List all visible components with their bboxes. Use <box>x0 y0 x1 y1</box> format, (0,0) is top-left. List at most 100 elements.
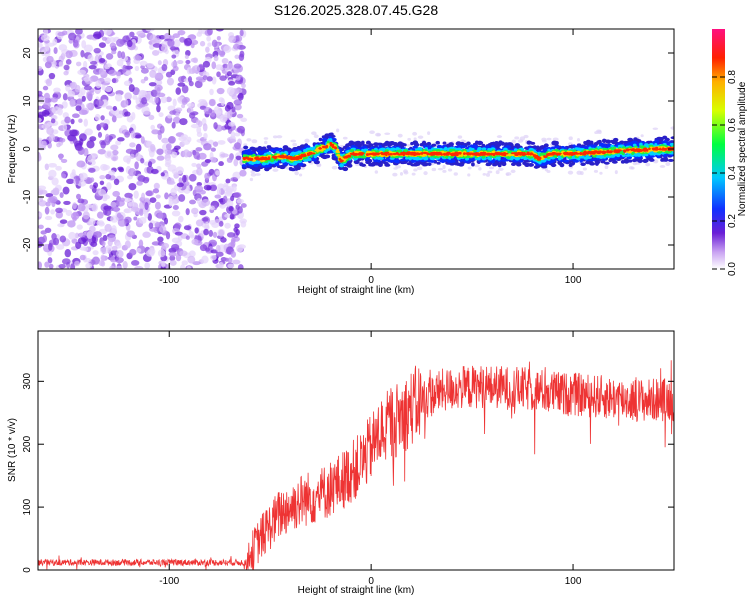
noise-blob <box>122 155 132 163</box>
noise-blob <box>234 142 241 150</box>
noise-blob <box>193 151 200 160</box>
signal-mark <box>436 161 441 165</box>
noise-blob <box>86 140 95 149</box>
noise-blob <box>166 180 176 185</box>
noise-blob <box>115 257 124 264</box>
signal-mark <box>572 144 576 148</box>
noise-blob <box>105 173 112 180</box>
noise-blob <box>116 59 124 67</box>
noise-blob <box>74 84 81 93</box>
noise-blob <box>44 206 50 215</box>
signal-mark <box>576 147 581 151</box>
signal-mark <box>410 141 414 146</box>
noise-blob <box>157 212 164 219</box>
noise-blob <box>160 44 168 53</box>
noise-blob <box>233 63 242 69</box>
noise-blob <box>202 123 208 132</box>
noise-blob <box>233 99 243 106</box>
noise-blob <box>227 63 234 71</box>
noise-blob <box>190 42 195 49</box>
noise-blob <box>38 96 46 104</box>
signal-mark <box>394 155 399 159</box>
figure-title: S126.2025.328.07.45.G28 <box>274 2 438 18</box>
noise-blob <box>149 69 157 78</box>
noise-blob <box>80 50 85 58</box>
noise-blob <box>70 263 76 269</box>
noise-blob <box>131 112 136 121</box>
noise-blob <box>199 244 208 252</box>
noise-blob <box>61 173 67 179</box>
faint-speckle <box>427 131 431 136</box>
signal-mark <box>568 144 573 148</box>
noise-blob <box>210 254 217 261</box>
noise-blob <box>104 77 111 84</box>
noise-blob <box>113 178 120 186</box>
faint-speckle <box>514 136 520 140</box>
faint-speckle <box>298 173 303 177</box>
noise-blob <box>209 205 215 211</box>
noise-blob <box>67 220 76 228</box>
noise-blob <box>77 98 83 107</box>
noise-blob <box>224 222 231 229</box>
noise-blob <box>38 65 43 72</box>
noise-blob <box>60 158 68 163</box>
noise-blob <box>109 42 117 49</box>
noise-blob <box>179 250 188 257</box>
noise-blob <box>91 256 101 265</box>
faint-speckle <box>659 165 666 168</box>
noise-blob <box>215 244 221 253</box>
noise-blob <box>181 84 189 94</box>
signal-mark <box>278 147 283 151</box>
noise-blob <box>56 142 61 148</box>
noise-blob <box>206 35 211 42</box>
noise-blob <box>175 112 180 118</box>
noise-blob <box>87 54 94 62</box>
signal-mark <box>248 160 253 165</box>
noise-blob <box>168 136 176 144</box>
noise-blob <box>156 155 165 161</box>
signal-mark <box>585 139 591 144</box>
noise-blob <box>80 87 86 96</box>
noise-blob <box>89 177 95 183</box>
signal-mark <box>412 140 419 145</box>
noise-blob <box>45 201 51 207</box>
noise-blob <box>213 55 219 62</box>
noise-blob <box>85 262 93 269</box>
signal-mark <box>384 140 390 145</box>
noise-blob <box>50 118 56 124</box>
noise-blob <box>123 99 129 108</box>
signal-mark <box>563 159 570 163</box>
noise-blob <box>57 107 63 116</box>
noise-blob <box>63 200 71 205</box>
noise-blob <box>75 29 83 35</box>
noise-blob <box>128 182 137 191</box>
noise-blob <box>235 75 241 81</box>
noise-blob <box>238 53 245 62</box>
noise-blob <box>178 177 183 184</box>
noise-blob <box>203 132 208 140</box>
noise-blob <box>87 154 96 163</box>
noise-blob <box>154 72 164 81</box>
signal-mark <box>318 137 323 142</box>
faint-speckle <box>544 167 548 172</box>
noise-blob <box>46 55 54 63</box>
noise-blob <box>145 249 155 257</box>
noise-blob <box>59 138 66 143</box>
faint-speckle <box>413 168 418 172</box>
faint-speckle <box>250 170 256 174</box>
noise-blob <box>123 111 131 117</box>
faint-speckle <box>614 170 618 175</box>
noise-blob <box>217 140 226 145</box>
noise-blob <box>215 251 224 257</box>
signal-mark <box>625 154 631 157</box>
noise-blob <box>139 208 144 216</box>
noise-blob <box>49 195 58 203</box>
noise-blob <box>159 125 165 134</box>
noise-blob <box>72 39 79 48</box>
noise-blob <box>150 89 158 98</box>
noise-blob <box>165 96 173 103</box>
noise-blob <box>117 137 125 142</box>
noise-blob <box>38 117 42 123</box>
signal-mark <box>405 156 409 160</box>
